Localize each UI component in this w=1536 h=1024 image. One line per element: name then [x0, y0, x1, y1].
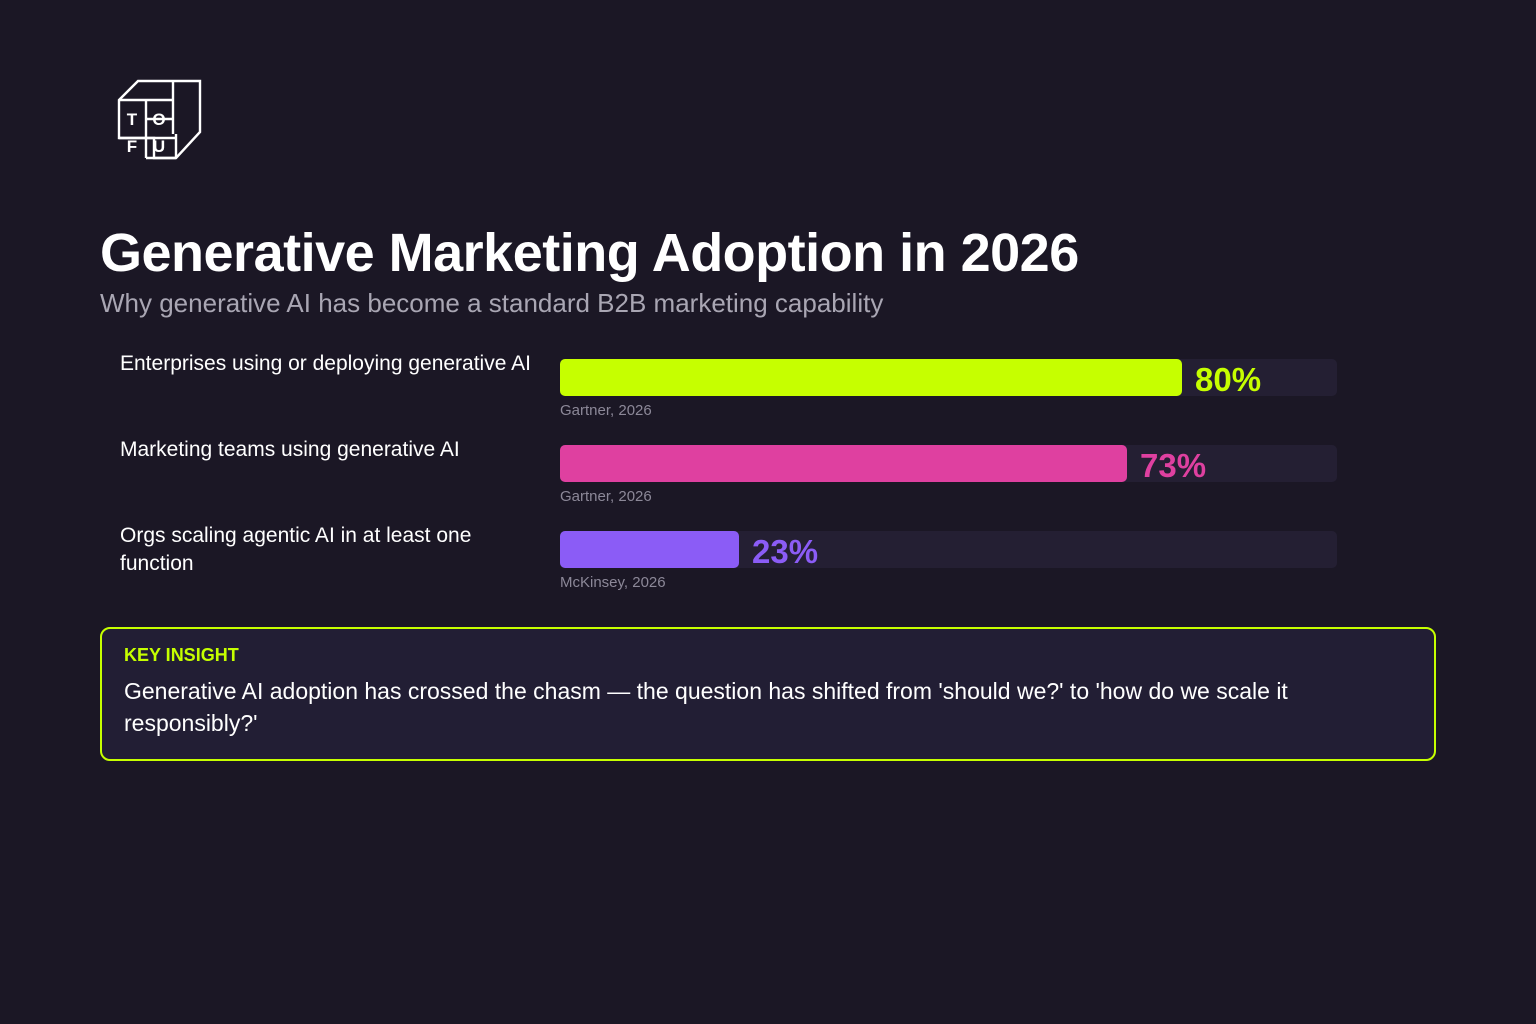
bar-row: Enterprises using or deploying generativ… [0, 350, 1536, 430]
bar-source-label: Gartner, 2026 [560, 402, 652, 419]
bar-fill [560, 445, 1127, 482]
bar-source-label: McKinsey, 2026 [560, 574, 666, 591]
key-insight-text: Generative AI adoption has crossed the c… [124, 678, 1288, 736]
bar-track: 73% [560, 445, 1337, 484]
bar-value-label: 80% [1195, 361, 1262, 398]
logo-letter-f: F [127, 137, 137, 156]
bar-track: 80% [560, 359, 1337, 398]
key-insight-label: KEY INSIGHT [124, 645, 239, 665]
key-insight-card: KEY INSIGHT Generative AI adoption has c… [100, 627, 1436, 761]
bar-row: Marketing teams using generative AI 73% Ga… [0, 436, 1536, 516]
bar-fill [560, 531, 739, 568]
bar-track: 23% [560, 531, 1337, 570]
page-subtitle: Why generative AI has become a standard … [100, 288, 884, 318]
page-title: Generative Marketing Adoption in 2026 [100, 223, 1079, 283]
bar-category-label: Orgs scaling agentic AI in at least one … [120, 524, 472, 575]
bar-source-label: Gartner, 2026 [560, 488, 652, 505]
bar-category-label: Enterprises using or deploying generativ… [120, 352, 531, 375]
bar-row: Orgs scaling agentic AI in at least one … [0, 522, 1536, 602]
logo-letter-o: O [152, 110, 165, 129]
bar-category-label: Marketing teams using generative AI [120, 438, 460, 461]
bar-value-label: 23% [752, 533, 819, 570]
bar-fill [560, 359, 1182, 396]
bar-value-label: 73% [1140, 447, 1207, 484]
logo-letter-u: U [153, 137, 165, 156]
tofu-logo: T O F U [117, 79, 202, 160]
logo-letter-t: T [127, 110, 138, 129]
